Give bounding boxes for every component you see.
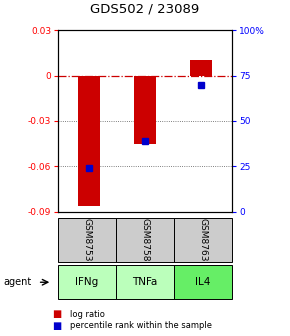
Text: GSM8753: GSM8753 <box>82 218 92 262</box>
Text: ■: ■ <box>52 309 61 319</box>
Text: GDS502 / 23089: GDS502 / 23089 <box>90 2 200 15</box>
Text: percentile rank within the sample: percentile rank within the sample <box>70 322 212 330</box>
Text: IFNg: IFNg <box>75 277 99 287</box>
Text: ■: ■ <box>52 321 61 331</box>
Text: agent: agent <box>3 277 31 287</box>
Text: log ratio: log ratio <box>70 310 104 319</box>
Bar <box>78 76 100 206</box>
Bar <box>190 60 212 76</box>
Bar <box>134 76 156 144</box>
Text: GSM8763: GSM8763 <box>198 218 208 262</box>
Text: TNFa: TNFa <box>132 277 158 287</box>
Text: GSM8758: GSM8758 <box>140 218 150 262</box>
Text: IL4: IL4 <box>195 277 211 287</box>
